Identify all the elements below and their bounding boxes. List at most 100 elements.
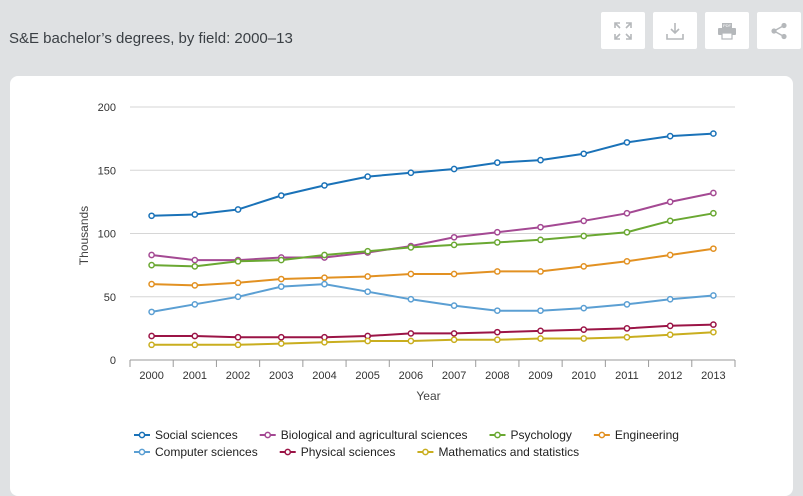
data-point <box>493 159 501 167</box>
series-line <box>151 192 714 262</box>
legend-label: Engineering <box>615 428 679 442</box>
download-button[interactable] <box>653 12 697 49</box>
data-point <box>407 337 415 345</box>
x-tick-label: 2006 <box>399 370 423 382</box>
data-point <box>450 330 458 337</box>
data-point <box>364 337 372 345</box>
data-point <box>364 273 372 280</box>
data-point <box>277 340 285 347</box>
data-point <box>580 326 588 333</box>
legend-label: Social sciences <box>155 428 238 442</box>
data-point <box>623 209 631 217</box>
legend-item[interactable]: Biological and agricultural sciences <box>259 428 468 442</box>
data-point <box>580 335 588 342</box>
legend-item[interactable]: Physical sciences <box>279 445 396 459</box>
data-point <box>537 156 544 164</box>
data-point <box>277 256 285 264</box>
x-tick-label: 2008 <box>485 370 509 382</box>
chart-card: 0 50 100 150 200 2000 2001 2002 2003 2004 2005 2006… <box>10 76 793 496</box>
data-point <box>450 233 458 241</box>
legend-swatch-marker <box>138 431 146 439</box>
series-line <box>151 212 714 268</box>
page-title: S&E bachelor’s degrees, by field: 2000–1… <box>9 30 293 47</box>
data-point <box>364 288 372 296</box>
legend-swatch-marker <box>494 431 501 439</box>
legend-label: Computer sciences <box>155 445 258 459</box>
data-point <box>710 130 717 137</box>
legend-item[interactable]: Engineering <box>593 428 679 442</box>
data-point <box>407 244 415 251</box>
data-point <box>321 182 328 189</box>
data-point <box>321 280 328 288</box>
legend-swatch-marker <box>284 448 292 456</box>
data-point <box>407 169 415 177</box>
data-point <box>537 327 544 335</box>
data-point <box>623 325 631 332</box>
legend-item[interactable]: Mathematics and statistics <box>417 445 579 459</box>
data-point <box>666 331 674 339</box>
x-tick-label: 2001 <box>183 370 207 382</box>
x-tick-label: 2011 <box>615 370 639 382</box>
data-point <box>191 263 199 270</box>
data-point <box>321 274 328 282</box>
x-tick-label: 2013 <box>701 370 725 382</box>
data-point <box>537 268 544 275</box>
data-point <box>580 217 588 225</box>
data-point <box>493 239 501 246</box>
share-icon <box>771 22 787 39</box>
data-point <box>623 228 631 236</box>
data-point <box>191 341 199 349</box>
series-line <box>151 283 714 313</box>
x-tick-label: 2010 <box>572 370 596 382</box>
data-point <box>450 165 458 173</box>
data-point <box>623 333 631 341</box>
legend-label: Physical sciences <box>301 445 396 459</box>
y-tick-label: 150 <box>98 165 116 177</box>
data-point <box>407 295 415 303</box>
x-tick-label: 2009 <box>528 370 552 382</box>
y-axis-title: Thousands <box>77 206 91 265</box>
data-point <box>493 328 501 336</box>
y-tick-label: 50 <box>104 292 116 304</box>
data-point <box>191 300 199 308</box>
print-button[interactable]: PDF <box>705 12 749 49</box>
y-tick-label: 200 <box>98 102 116 114</box>
share-button[interactable] <box>757 12 801 49</box>
data-point <box>321 338 328 346</box>
data-point <box>537 307 544 315</box>
legend-label: Mathematics and statistics <box>438 445 579 459</box>
x-tick-label: 2004 <box>312 370 336 382</box>
legend-item[interactable]: Social sciences <box>134 428 238 442</box>
y-tick-label: 0 <box>110 355 116 367</box>
legend-swatch-marker <box>598 431 606 439</box>
data-point <box>666 251 674 259</box>
data-point <box>450 336 458 344</box>
data-point <box>710 328 717 336</box>
data-point <box>710 209 717 217</box>
legend-swatch-marker <box>422 448 429 456</box>
data-point <box>580 304 588 312</box>
legend-item[interactable]: Psychology <box>489 428 572 442</box>
x-tick-label: 2012 <box>658 370 682 382</box>
data-point <box>710 245 717 253</box>
data-point <box>277 275 285 283</box>
data-point <box>234 279 242 287</box>
x-tick-label: 2005 <box>355 370 379 382</box>
data-point <box>148 280 155 288</box>
legend-swatch-marker <box>264 431 272 439</box>
y-tick-label: 100 <box>98 229 116 241</box>
x-tick-label: 2002 <box>226 370 250 382</box>
data-point <box>493 228 501 236</box>
data-point <box>580 150 588 158</box>
data-point <box>710 321 717 328</box>
data-point <box>191 256 199 264</box>
series-line <box>151 247 714 287</box>
data-point <box>666 322 674 330</box>
fullscreen-button[interactable] <box>601 12 645 49</box>
legend-item[interactable]: Computer sciences <box>134 445 258 459</box>
data-point <box>364 173 372 180</box>
data-point <box>407 270 415 278</box>
data-point <box>407 330 415 337</box>
pdf-badge-label: PDF <box>723 23 732 28</box>
data-point <box>623 300 631 308</box>
